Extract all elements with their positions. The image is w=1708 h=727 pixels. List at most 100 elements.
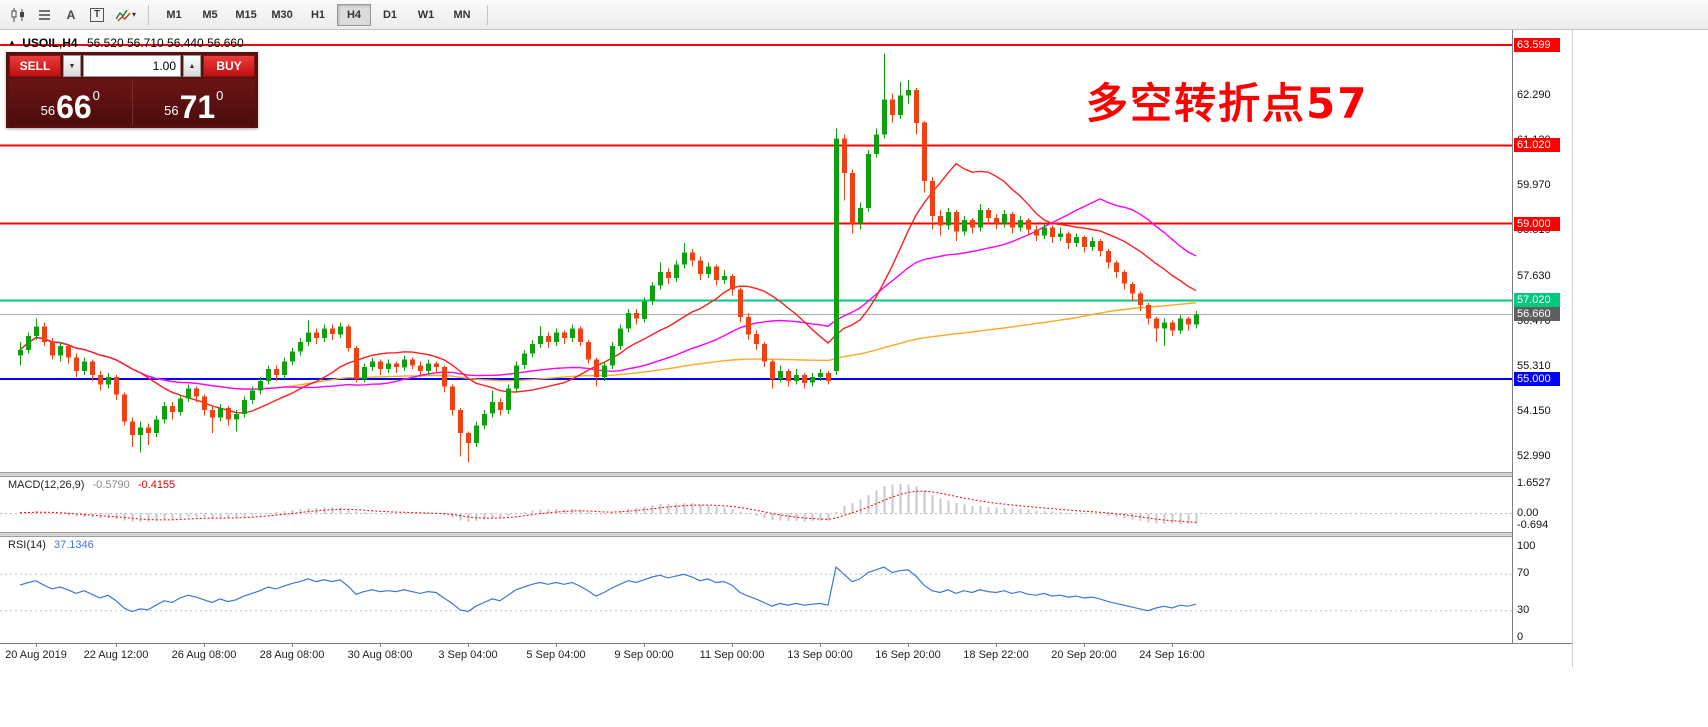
candle-body bbox=[426, 363, 431, 372]
timeframe-m30[interactable]: M30 bbox=[271, 8, 293, 21]
candle-body bbox=[522, 353, 527, 366]
candle-body bbox=[186, 388, 191, 399]
indicators-icon[interactable] bbox=[110, 4, 136, 26]
candle-body bbox=[194, 388, 199, 397]
candle-body bbox=[1106, 250, 1111, 263]
time-tick bbox=[36, 644, 37, 647]
candle-body bbox=[1026, 219, 1031, 230]
candle-body bbox=[386, 363, 391, 370]
candle-body bbox=[586, 342, 591, 360]
candle-body bbox=[794, 375, 799, 381]
candle-body bbox=[378, 361, 383, 370]
bid-price-prefix: 56 bbox=[40, 103, 56, 118]
macd-header: MACD(12,26,9) -0.5790 -0.4155 bbox=[8, 479, 175, 491]
candle-body bbox=[714, 266, 719, 280]
candle-body bbox=[690, 252, 695, 261]
candle-body bbox=[482, 413, 487, 426]
macd-indicator-chart[interactable] bbox=[0, 477, 1512, 532]
autoscroll-icon[interactable]: A bbox=[58, 4, 84, 26]
volume-input[interactable] bbox=[83, 55, 181, 77]
candle-body bbox=[114, 376, 119, 395]
candle-body bbox=[778, 371, 783, 379]
candle-body bbox=[282, 361, 287, 375]
symbol-marker-icon: ▲ bbox=[8, 38, 16, 47]
trade-prices-row: 56 66 0 56 71 0 bbox=[9, 79, 255, 125]
text-tool-icon[interactable]: T bbox=[84, 4, 110, 26]
indicators-dropdown-caret[interactable]: ▾ bbox=[132, 10, 137, 19]
time-tick bbox=[468, 644, 469, 647]
time-tick bbox=[908, 644, 909, 647]
candle-body bbox=[394, 363, 399, 368]
candle-body bbox=[962, 219, 967, 232]
price-axis[interactable]: 62.29061.13059.97058.81057.63056.47055.3… bbox=[1512, 30, 1572, 667]
timeframe-m15[interactable]: M15 bbox=[235, 8, 257, 21]
price-tick-label: 59.970 bbox=[1517, 179, 1551, 191]
timeframe-w1[interactable]: W1 bbox=[417, 8, 435, 21]
candle-body bbox=[90, 361, 95, 375]
timeframe-h1[interactable]: H1 bbox=[310, 8, 326, 21]
time-tick bbox=[644, 644, 645, 647]
candle-body bbox=[818, 373, 823, 377]
candle-body bbox=[1002, 213, 1007, 224]
buy-button[interactable]: BUY bbox=[203, 55, 255, 77]
candle-body bbox=[1154, 318, 1159, 329]
candle-body bbox=[762, 343, 767, 362]
candle-body bbox=[298, 342, 303, 352]
candle-body bbox=[50, 342, 55, 356]
candle-body bbox=[650, 285, 655, 302]
candle-body bbox=[602, 365, 607, 377]
candle-body bbox=[474, 425, 479, 443]
candle-body bbox=[946, 212, 951, 226]
candle-body bbox=[242, 400, 247, 414]
candle-body bbox=[1098, 241, 1103, 251]
price-level-label: 55.000 bbox=[1514, 372, 1560, 386]
timeframe-m5[interactable]: M5 bbox=[202, 8, 218, 21]
timeframe-m1[interactable]: M1 bbox=[166, 8, 182, 21]
timeframe-buttons: M1 M5 M15 M30 H1 H4 D1 W1 MN bbox=[157, 3, 479, 26]
candle-body bbox=[138, 427, 143, 436]
rsi-panel-divider[interactable] bbox=[0, 532, 1572, 537]
toolbar-separator bbox=[148, 4, 150, 25]
candle-body bbox=[530, 343, 535, 354]
candle-body bbox=[82, 361, 87, 372]
time-tick bbox=[380, 644, 381, 647]
candle-body bbox=[74, 357, 79, 372]
time-tick bbox=[204, 644, 205, 647]
time-label: 30 Aug 08:00 bbox=[347, 649, 413, 661]
candle-body bbox=[410, 359, 415, 366]
chart-type-icon[interactable] bbox=[6, 4, 32, 26]
rsi-value: 37.1346 bbox=[53, 539, 94, 551]
candle-body bbox=[874, 134, 879, 154]
indicators-glyph bbox=[115, 9, 131, 21]
ask-price-main: 71 bbox=[179, 88, 216, 125]
chart-annotation: 多空转折点57 bbox=[1086, 79, 1369, 128]
time-label: 20 Sep 20:00 bbox=[1051, 649, 1117, 661]
main-price-chart[interactable] bbox=[0, 30, 1512, 472]
candle-body bbox=[562, 332, 567, 339]
ohlc-values: 56.520 56.710 56.440 56.660 bbox=[86, 36, 244, 50]
candle-body bbox=[106, 376, 111, 385]
timeframe-d1[interactable]: D1 bbox=[382, 8, 398, 21]
bid-price-main: 66 bbox=[56, 88, 92, 125]
candle-body bbox=[842, 138, 847, 174]
candle-body bbox=[666, 272, 671, 278]
candle-body bbox=[834, 138, 839, 372]
rsi-axis-label: 30 bbox=[1517, 604, 1530, 616]
sell-price-button[interactable]: 56 66 0 bbox=[9, 79, 132, 125]
sell-button[interactable]: SELL bbox=[9, 55, 61, 77]
ask-price-point: 0 bbox=[216, 88, 224, 103]
templates-icon[interactable] bbox=[32, 4, 58, 26]
candle-body bbox=[418, 365, 423, 372]
timeframe-mn[interactable]: MN bbox=[453, 8, 471, 21]
timeframe-h4[interactable]: H4 bbox=[337, 3, 372, 26]
macd-panel-divider[interactable] bbox=[0, 472, 1572, 477]
volume-increase-button[interactable]: ▲ bbox=[183, 55, 201, 77]
volume-decrease-button[interactable]: ▼ bbox=[63, 55, 81, 77]
candle-body bbox=[754, 334, 759, 344]
buy-price-button[interactable]: 56 71 0 bbox=[133, 79, 256, 125]
candle-body bbox=[122, 394, 127, 422]
rsi-indicator-chart[interactable] bbox=[0, 537, 1512, 643]
time-axis[interactable]: 20 Aug 2019 22 Aug 12:00 26 Aug 08:00 28 Au… bbox=[0, 643, 1572, 667]
candle-body bbox=[826, 373, 831, 381]
candle-body bbox=[914, 89, 919, 123]
